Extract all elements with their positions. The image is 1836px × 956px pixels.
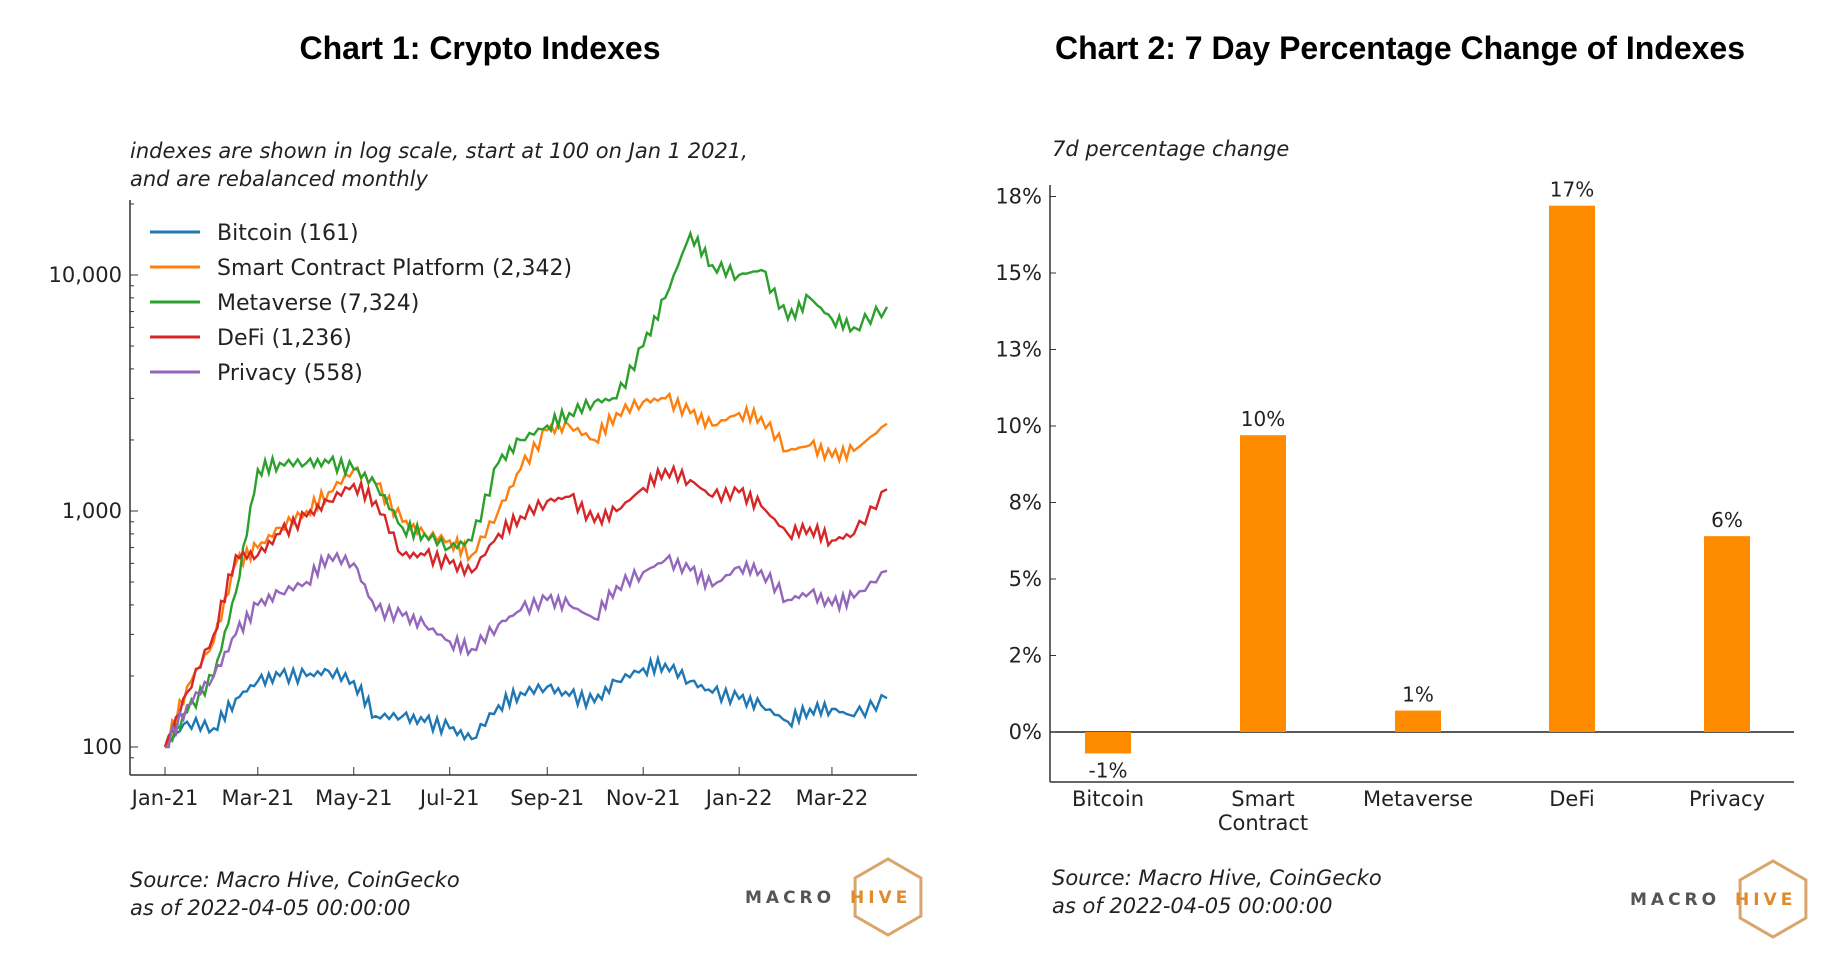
source-line: as of 2022-04-05 00:00:00 xyxy=(1052,894,1333,918)
bar-data-label: 17% xyxy=(1550,178,1594,202)
source-line: as of 2022-04-05 00:00:00 xyxy=(130,896,411,920)
subtitle-line: indexes are shown in log scale, start at… xyxy=(130,139,748,163)
bar-1 xyxy=(1240,435,1286,732)
series-line-0 xyxy=(164,653,888,748)
logo-text-macro: MACRO xyxy=(1630,890,1720,910)
legend-label: DeFi (1,236) xyxy=(217,326,352,351)
bar-data-label: 1% xyxy=(1402,683,1434,707)
chart1-x-tick-label: Mar-22 xyxy=(796,786,869,810)
chart1-x-tick-label: May-21 xyxy=(315,786,392,810)
chart1-y-tick-label: 1,000 xyxy=(62,499,122,523)
series-line-4 xyxy=(164,550,888,749)
bar-0 xyxy=(1085,732,1131,754)
chart2-category-label: Smart xyxy=(1231,787,1295,811)
hexagon-icon xyxy=(1738,859,1808,939)
chart1-y-tick-label: 100 xyxy=(82,735,122,759)
chart1-x-tick-label: Jan-21 xyxy=(130,786,199,810)
chart2-y-tick-label: 0% xyxy=(1009,720,1042,744)
chart2-category-label: DeFi xyxy=(1549,787,1594,811)
chart2-y-tick-label: 5% xyxy=(1009,567,1042,591)
legend-label: Privacy (558) xyxy=(217,361,363,386)
bar-2 xyxy=(1395,710,1441,732)
chart2-y-tick-label: 10% xyxy=(995,414,1042,438)
chart1-x-tick-label: Sep-21 xyxy=(510,786,584,810)
chart2-category-label: Bitcoin xyxy=(1072,787,1144,811)
chart2-category-label: Contract xyxy=(1218,811,1308,835)
chart2-category-label: Privacy xyxy=(1689,787,1765,811)
chart2-ylabel: 7d percentage change xyxy=(1052,137,1290,161)
legend-label: Metaverse (7,324) xyxy=(217,291,419,316)
chart1-y-tick-label: 10,000 xyxy=(49,263,122,287)
series-line-2 xyxy=(163,229,889,748)
legend-label: Smart Contract Platform (2,342) xyxy=(217,256,572,281)
chart1-subtitle: indexes are shown in log scale, start at… xyxy=(130,137,748,193)
chart1-title: Chart 1: Crypto Indexes xyxy=(299,30,661,66)
chart1-source: Source: Macro Hive, CoinGecko as of 2022… xyxy=(130,866,460,922)
subtitle-line: and are rebalanced monthly xyxy=(130,167,428,191)
logo-text-hive: HIVE xyxy=(1735,890,1796,910)
bar-data-label: 6% xyxy=(1711,508,1743,532)
chart2-y-tick-label: 13% xyxy=(995,338,1042,362)
chart2-title: Chart 2: 7 Day Percentage Change of Inde… xyxy=(1055,30,1745,66)
chart1-x-tick-label: Jan-22 xyxy=(704,786,773,810)
macrohive-logo: MACRO HIVE xyxy=(1630,859,1808,939)
bar-3 xyxy=(1549,205,1595,732)
series-line-1 xyxy=(164,391,888,748)
chart1-x-tick-label: Mar-21 xyxy=(222,786,295,810)
bar-4 xyxy=(1704,536,1750,732)
chart2-y-tick-label: 8% xyxy=(1009,491,1042,515)
chart1-x-tick-label: Jul-21 xyxy=(418,786,480,810)
logo-text-hive: HIVE xyxy=(850,888,911,908)
bar-data-label: -1% xyxy=(1089,758,1128,782)
macrohive-logo: MACRO HIVE xyxy=(745,857,923,937)
source-line: Source: Macro Hive, CoinGecko xyxy=(1052,866,1382,890)
series-line-3 xyxy=(163,463,888,748)
source-line: Source: Macro Hive, CoinGecko xyxy=(130,868,460,892)
hexagon-icon xyxy=(853,857,923,937)
legend-label: Bitcoin (161) xyxy=(217,221,359,246)
chart2-y-tick-label: 15% xyxy=(995,261,1042,285)
chart1-x-tick-label: Nov-21 xyxy=(606,786,681,810)
chart2-category-label: Metaverse xyxy=(1363,787,1473,811)
chart2-y-tick-label: 18% xyxy=(995,185,1042,209)
logo-text-macro: MACRO xyxy=(745,888,835,908)
bar-data-label: 10% xyxy=(1241,407,1285,431)
chart2-y-tick-label: 2% xyxy=(1009,644,1042,668)
chart2-source: Source: Macro Hive, CoinGecko as of 2022… xyxy=(1052,864,1382,920)
